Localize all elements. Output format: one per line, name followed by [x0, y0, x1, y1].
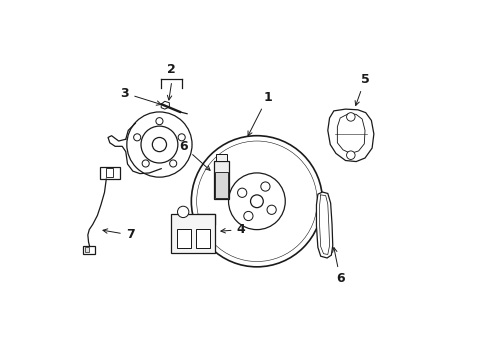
Circle shape	[250, 195, 263, 208]
Text: 6: 6	[179, 140, 210, 170]
Circle shape	[346, 113, 354, 121]
Text: 2: 2	[167, 63, 176, 76]
Bar	[215, 172, 227, 198]
Circle shape	[177, 206, 188, 217]
Polygon shape	[316, 192, 332, 258]
Circle shape	[237, 188, 246, 197]
Text: 6: 6	[332, 248, 344, 285]
Text: 7: 7	[103, 229, 134, 242]
Bar	[177, 229, 191, 248]
Circle shape	[142, 160, 149, 167]
Text: 4: 4	[221, 223, 245, 236]
Circle shape	[141, 126, 178, 163]
Circle shape	[152, 138, 166, 152]
Bar	[214, 161, 228, 199]
Circle shape	[244, 211, 252, 221]
Bar	[106, 168, 112, 177]
Circle shape	[346, 151, 354, 159]
Bar	[215, 154, 226, 161]
Circle shape	[266, 205, 276, 215]
Circle shape	[126, 112, 192, 177]
Circle shape	[169, 160, 176, 167]
Text: 1: 1	[247, 91, 271, 136]
Bar	[196, 229, 210, 248]
Bar	[85, 247, 89, 252]
Bar	[171, 214, 215, 253]
Text: 5: 5	[354, 73, 368, 105]
Circle shape	[178, 134, 185, 141]
Bar	[83, 246, 94, 254]
Text: 3: 3	[121, 87, 161, 105]
Circle shape	[133, 134, 141, 141]
Circle shape	[156, 118, 163, 125]
Polygon shape	[337, 113, 364, 153]
Circle shape	[260, 182, 269, 191]
Polygon shape	[327, 109, 373, 162]
Bar	[100, 167, 119, 179]
